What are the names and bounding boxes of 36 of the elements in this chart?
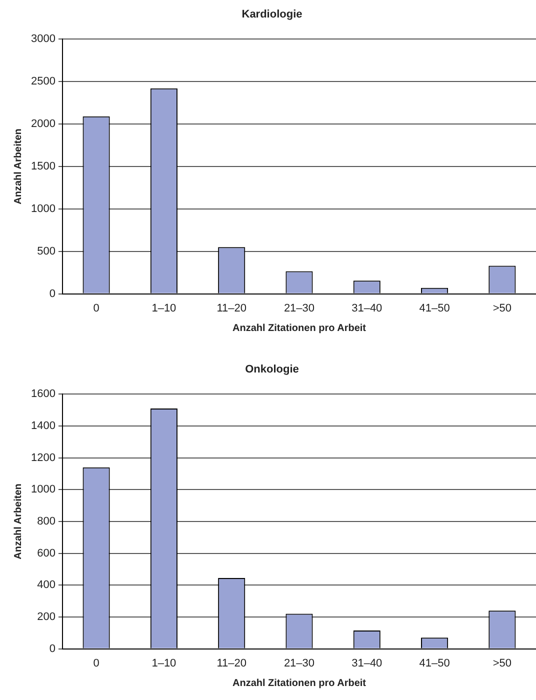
y-tick-label: 0 <box>49 288 56 300</box>
chart-title: Onkologie <box>245 364 299 376</box>
x-axis-title: Anzahl Zitationen pro Arbeit <box>232 322 367 334</box>
x-tick-label: 11–20 <box>216 657 246 670</box>
x-tick-label: 0 <box>93 302 100 314</box>
y-tick-label: 1400 <box>30 420 56 432</box>
y-tick-label: 1000 <box>30 202 56 215</box>
x-tick-label: 41–50 <box>419 302 450 314</box>
y-tick-label: 2000 <box>30 118 56 130</box>
x-tick-label: 1–10 <box>152 302 176 314</box>
y-tick-label: 800 <box>37 516 56 528</box>
y-tick-label: 500 <box>37 245 56 258</box>
x-tick-label: 31–40 <box>352 657 382 670</box>
x-tick-label: 0 <box>93 657 100 670</box>
y-tick-label: 1500 <box>30 160 56 173</box>
x-tick-label: 1–10 <box>152 657 176 670</box>
x-tick-label: >50 <box>492 657 512 670</box>
x-tick-label: 21–30 <box>284 302 315 314</box>
x-tick-label: 21–30 <box>284 657 315 670</box>
x-tick-label: 31–40 <box>352 302 382 314</box>
x-tick-label: 41–50 <box>419 657 450 670</box>
y-tick-label: 200 <box>37 611 56 624</box>
y-tick-label: 400 <box>37 579 56 592</box>
chart-title: Kardiologie <box>242 8 302 21</box>
y-tick-label: 600 <box>37 547 56 560</box>
y-axis-title: Anzahl Arbeiten <box>12 484 24 560</box>
x-tick-label: 11–20 <box>216 302 246 314</box>
x-axis-title: Anzahl Zitationen pro Arbeit <box>232 678 367 689</box>
y-tick-label: 2500 <box>30 76 56 88</box>
x-tick-label: >50 <box>492 302 512 314</box>
y-tick-label: 0 <box>49 642 56 655</box>
y-tick-label: 1200 <box>30 452 56 464</box>
y-tick-label: 1000 <box>30 484 56 496</box>
y-tick-label: 1600 <box>30 388 56 400</box>
y-axis-title: Anzahl Arbeiten <box>12 128 24 204</box>
y-tick-label: 3000 <box>30 33 56 46</box>
